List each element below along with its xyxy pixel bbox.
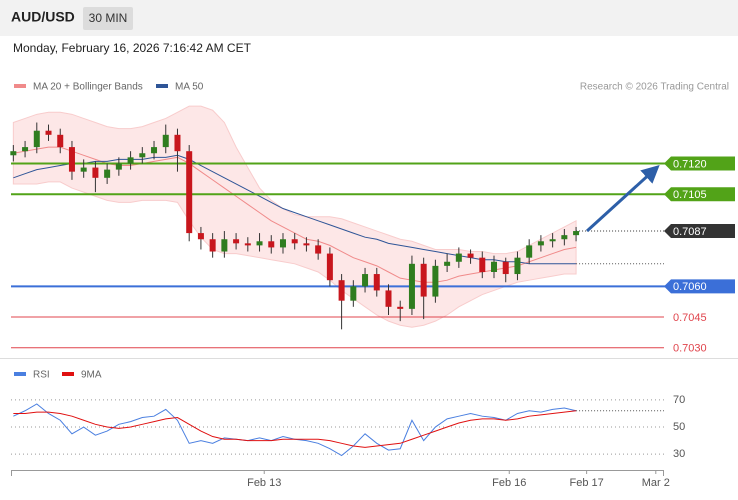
candle-body — [174, 134, 181, 152]
candle-body — [491, 261, 498, 272]
candle-body — [115, 163, 122, 170]
timeframe-badge[interactable] — [83, 7, 133, 30]
candle-body — [80, 167, 87, 172]
candle-body — [233, 239, 240, 244]
legend-label: MA 50 — [175, 82, 204, 93]
candle-body — [127, 157, 134, 164]
datetime: Monday, February 16, 2026 7:16:42 AM CET — [13, 41, 252, 55]
level-tag — [664, 187, 735, 202]
candle-body — [139, 153, 146, 158]
x-tick-label: Feb 16 — [492, 477, 526, 489]
candle-body — [197, 233, 204, 240]
forecast-arrow — [585, 164, 660, 233]
x-tick-label: Mar 2 — [642, 477, 670, 489]
candle-body — [549, 239, 556, 242]
bollinger-band — [12, 105, 577, 328]
series-line — [13, 403, 577, 457]
candle-body — [444, 261, 451, 266]
candle-body — [373, 274, 380, 291]
candle-body — [573, 231, 580, 236]
series-line — [13, 410, 577, 448]
candle-body — [432, 265, 439, 297]
legend-label: 9MA — [81, 370, 102, 381]
candle-body — [526, 245, 533, 258]
level-tag — [664, 279, 735, 294]
level-label: 0.7120 — [673, 158, 707, 170]
candle-body — [33, 130, 40, 148]
legend-swatch — [14, 372, 26, 376]
candle-body — [268, 241, 275, 248]
symbol: AUD/USD — [11, 9, 75, 25]
candle-body — [209, 239, 216, 252]
candle-body — [151, 147, 158, 154]
candle-body — [537, 241, 544, 246]
candle-body — [315, 245, 322, 254]
level-label: 0.7087 — [673, 226, 707, 238]
candle-body — [502, 261, 509, 275]
legend-swatch — [62, 372, 74, 376]
x-tick-label: Feb 13 — [247, 477, 281, 489]
y-tick-label: 50 — [673, 421, 685, 433]
candle-body — [397, 306, 404, 309]
legend-label: MA 20 + Bollinger Bands — [33, 82, 143, 93]
candle-body — [455, 253, 462, 262]
level-label: 0.7105 — [673, 189, 707, 201]
credit: Research © 2026 Trading Central — [580, 82, 729, 93]
candle-body — [350, 286, 357, 301]
candle-body — [338, 280, 345, 301]
legend-swatch — [14, 84, 26, 88]
candle-body — [10, 151, 17, 156]
level-tag — [664, 224, 735, 239]
y-tick-label: 30 — [673, 448, 685, 460]
candle-body — [45, 130, 52, 135]
candle-body — [467, 253, 474, 258]
legend-swatch — [156, 84, 168, 88]
level-label: 0.7060 — [673, 281, 707, 293]
level-label: 0.7045 — [673, 312, 707, 324]
candle-body — [186, 151, 193, 234]
candle-body — [303, 243, 310, 246]
candle-body — [279, 239, 286, 248]
legend-label: RSI — [33, 370, 50, 381]
candle-body — [291, 239, 298, 244]
timeframe[interactable]: 30 MIN — [89, 11, 128, 25]
level-tag — [664, 156, 735, 171]
candle-body — [68, 147, 75, 172]
candle-body — [479, 257, 486, 272]
candle-body — [92, 167, 99, 178]
level-label: 0.7030 — [673, 343, 707, 355]
candle-body — [420, 263, 427, 297]
candle-body — [244, 243, 251, 246]
candle-body — [362, 274, 369, 287]
x-tick-label: Feb 17 — [569, 477, 603, 489]
candle-body — [408, 263, 415, 309]
price-panel: MA 20 + Bollinger Bands MA 50 0.7120 0.7105… — [10, 82, 735, 355]
candle-body — [162, 134, 169, 148]
y-tick-label: 70 — [673, 394, 685, 406]
candle-body — [385, 290, 392, 307]
candle-body — [57, 134, 64, 148]
candle-body — [326, 253, 333, 281]
candle-body — [256, 241, 263, 246]
candle-body — [221, 239, 228, 252]
candle-body — [514, 257, 521, 275]
candle-body — [561, 235, 568, 240]
candle-body — [104, 169, 111, 178]
candle-body — [22, 147, 29, 152]
rsi-panel: RSI 9MA 30 50 70 Feb 13 Feb 16 Feb 17 Mar 2 — [11, 370, 685, 489]
